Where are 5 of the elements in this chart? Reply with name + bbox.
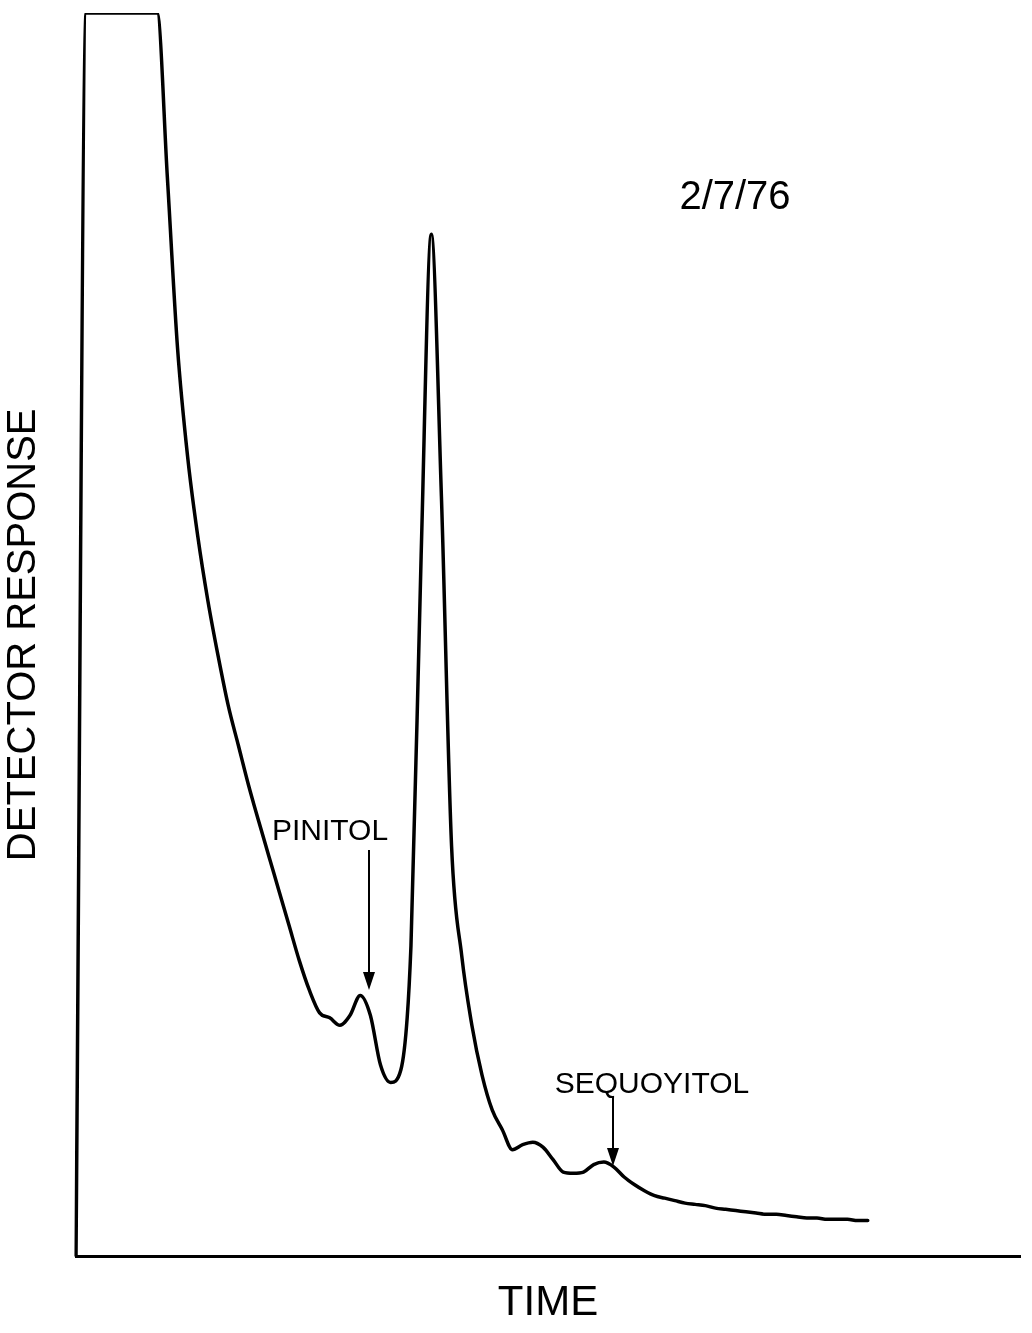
annotation: 2/7/76 xyxy=(679,173,791,218)
annotation: SEQUOYITOL xyxy=(554,1066,750,1100)
annotation: PINITOL xyxy=(271,813,389,847)
y-axis-title: DETECTOR RESPONSE xyxy=(0,408,44,862)
x-axis-title: TIME xyxy=(497,1277,599,1325)
